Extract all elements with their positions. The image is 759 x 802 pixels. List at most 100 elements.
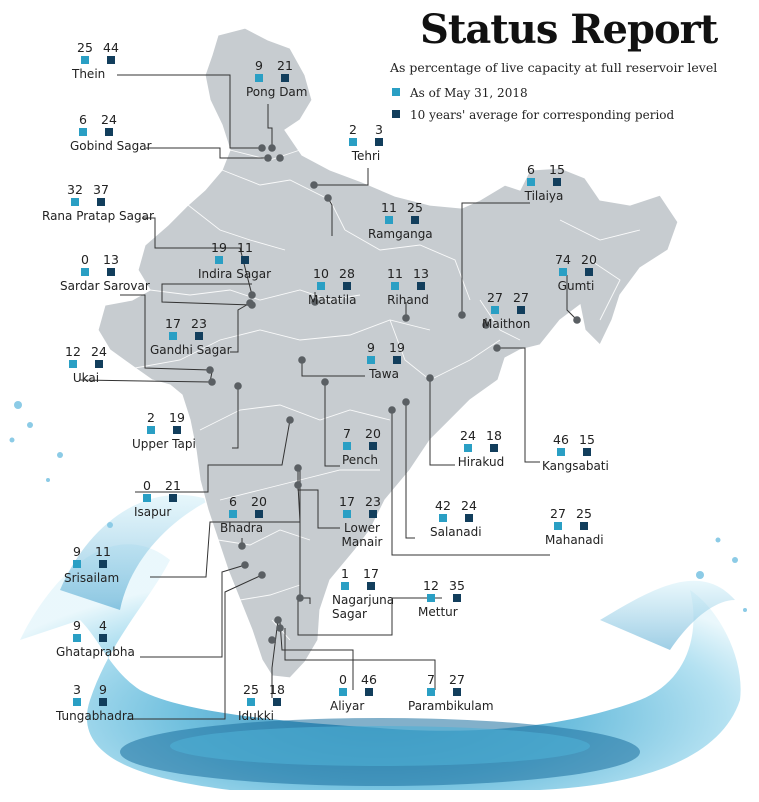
dam-label-indira-sagar: 19 11 Indira Sagar (198, 240, 280, 281)
dam-label-srisailam: 9 11 Srisailam (64, 544, 138, 585)
dam-swatches (308, 282, 382, 290)
dam-name: Kangsabati (542, 459, 609, 473)
dam-name: Pench (342, 453, 378, 467)
average-value: 25 (407, 200, 423, 215)
average-swatch (105, 128, 113, 136)
average-value: 28 (339, 266, 355, 281)
average-swatch (453, 594, 461, 602)
current-swatch (557, 448, 565, 456)
current-swatch (143, 494, 151, 502)
average-swatch (585, 268, 593, 276)
dam-label-ukai: 12 24 Ukai (60, 344, 134, 385)
current-swatch (81, 268, 89, 276)
current-value: 1 (341, 566, 349, 581)
current-value: 24 (460, 428, 476, 443)
current-swatch (215, 256, 223, 264)
dam-name: Matatila (308, 293, 357, 307)
current-value: 12 (423, 578, 439, 593)
dam-name: Idukki (238, 709, 274, 723)
dam-swatches (550, 268, 624, 276)
average-swatch (392, 110, 400, 118)
current-value: 25 (77, 40, 93, 55)
dam-label-pong-dam: 9 21 Pong Dam (246, 58, 320, 99)
average-value: 24 (91, 344, 107, 359)
dam-label-gobind-sagar: 6 24 Gobind Sagar (70, 112, 152, 153)
average-value: 35 (449, 578, 465, 593)
average-value: 9 (99, 682, 107, 697)
current-swatch (69, 360, 77, 368)
average-swatch (411, 216, 419, 224)
dam-swatches (334, 510, 408, 518)
average-swatch (393, 356, 401, 364)
dam-values: 0 21 (134, 478, 208, 493)
current-swatch (79, 128, 87, 136)
average-swatch (273, 698, 281, 706)
current-swatch (339, 688, 347, 696)
average-value: 20 (365, 426, 381, 441)
dam-name: Tungabhadra (56, 709, 135, 723)
average-value: 44 (103, 40, 119, 55)
dam-values: 12 35 (418, 578, 492, 593)
average-value: 37 (93, 182, 109, 197)
current-value: 2 (147, 410, 155, 425)
dam-swatches (332, 582, 406, 590)
dam-name: Tehri (351, 149, 381, 163)
dam-label-gandhi-sagar: 17 23 Gandhi Sagar (150, 316, 234, 357)
average-value: 15 (579, 432, 595, 447)
dam-name: Bhadra (220, 521, 264, 535)
dam-name: Gobind Sagar (70, 139, 152, 153)
dam-swatches (72, 56, 146, 64)
dam-name: Isapur (134, 505, 172, 519)
dam-label-kangsabati: 46 15 Kangsabati (542, 432, 622, 473)
dam-swatches (482, 306, 556, 314)
dam-values: 0 13 (72, 252, 146, 267)
dam-label-tilaiya: 6 15 Tilaiya (518, 162, 592, 203)
current-value: 74 (555, 252, 571, 267)
dam-label-mahanadi: 27 25 Mahanadi (545, 506, 619, 547)
dam-name: Mettur (418, 605, 458, 619)
dam-swatches (518, 178, 592, 186)
dam-label-tawa: 9 19 Tawa (358, 340, 432, 381)
current-swatch (343, 510, 351, 518)
current-value: 3 (73, 682, 81, 697)
dam-swatches (134, 494, 208, 502)
dam-values: 2 19 (138, 410, 212, 425)
current-swatch (367, 356, 375, 364)
dam-values: 42 24 (430, 498, 504, 513)
average-value: 11 (95, 544, 111, 559)
average-swatch (367, 582, 375, 590)
dam-label-nagarjuna-sagar: 1 17 Nagarjuna Sagar (332, 566, 406, 621)
dam-swatches (138, 426, 212, 434)
dam-swatches (430, 514, 504, 522)
dam-name: Ramganga (368, 227, 433, 241)
current-value: 27 (550, 506, 566, 521)
dam-name: Aliyar (330, 699, 365, 713)
average-value: 11 (237, 240, 253, 255)
average-value: 17 (363, 566, 379, 581)
average-swatch (465, 514, 473, 522)
average-swatch (99, 698, 107, 706)
current-value: 9 (255, 58, 263, 73)
report-title: Status Report (420, 6, 718, 53)
dam-label-hirakud: 24 18 Hirakud (455, 428, 529, 469)
india-map (97, 27, 679, 679)
dam-values: 12 24 (60, 344, 134, 359)
average-value: 13 (103, 252, 119, 267)
current-value: 2 (349, 122, 357, 137)
average-swatch (453, 688, 461, 696)
current-swatch (439, 514, 447, 522)
dam-markers (206, 144, 581, 644)
average-swatch (517, 306, 525, 314)
dam-values: 6 15 (518, 162, 592, 177)
current-swatch (317, 282, 325, 290)
dam-label-idukki: 25 18 Idukki (238, 682, 312, 723)
current-value: 17 (339, 494, 355, 509)
dam-values: 9 11 (64, 544, 138, 559)
average-value: 3 (375, 122, 383, 137)
dam-swatches (545, 522, 619, 530)
dam-swatches (330, 688, 404, 696)
average-value: 27 (513, 290, 529, 305)
